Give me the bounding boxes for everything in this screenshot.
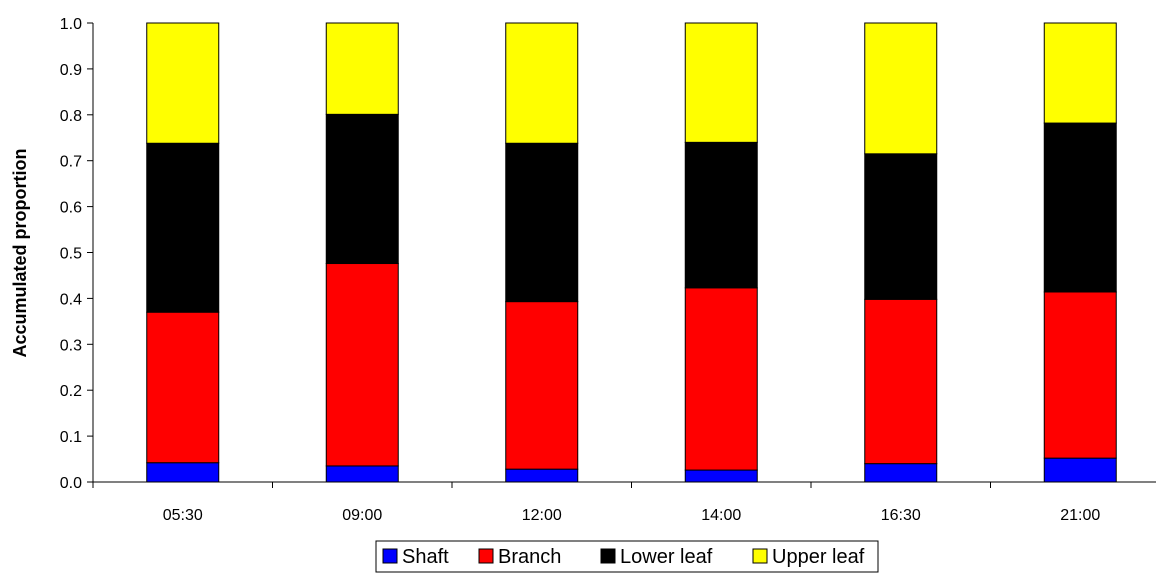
y-tick-label: 0.1 (60, 429, 82, 446)
legend-label: Shaft (402, 546, 449, 568)
x-tick-label: 21:00 (1060, 507, 1100, 524)
bar-segment-branch (684, 287, 758, 471)
legend-swatch (752, 548, 768, 564)
legend-swatch (382, 548, 398, 564)
legend-swatch (600, 548, 616, 564)
bar-segment-shaft (864, 463, 938, 483)
y-tick-label: 0.6 (60, 200, 82, 217)
y-tick-label: 0.7 (60, 154, 82, 171)
x-axis: 05:30 09:00 12:00 14:00 16:30 21:00 (92, 481, 1156, 524)
bar-segment-branch (505, 301, 579, 470)
y-axis-title: Accumulated proportion (10, 148, 30, 357)
y-tick-label: 0.5 (60, 246, 82, 263)
legend-swatch (478, 548, 494, 564)
bar-segment-upper-leaf (505, 22, 579, 144)
bar-segment-shaft (1043, 457, 1117, 483)
legend-label: Branch (498, 546, 561, 568)
bar-segment-branch (325, 263, 399, 467)
legend-label: Lower leaf (620, 546, 713, 568)
bar-segment-branch (146, 311, 220, 464)
bar-segment-shaft (146, 462, 220, 483)
bar-segment-upper-leaf (146, 22, 220, 144)
y-tick-label: 0.0 (60, 475, 82, 492)
bar-segment-upper-leaf (325, 22, 399, 115)
bar-segment-lower-leaf (325, 113, 399, 265)
bar-segment-lower-leaf (684, 141, 758, 289)
x-tick-label: 14:00 (701, 507, 741, 524)
bar-segment-shaft (325, 465, 399, 483)
bar-segment-lower-leaf (864, 153, 938, 300)
legend-label: Upper leaf (772, 546, 865, 568)
x-tick-label: 16:30 (881, 507, 921, 524)
y-tick-label: 1.0 (60, 16, 82, 33)
bar-segment-branch (864, 298, 938, 465)
bar-segment-lower-leaf (146, 142, 220, 313)
y-tick-label: 0.8 (60, 108, 82, 125)
x-tick-label: 05:30 (163, 507, 203, 524)
y-tick-label: 0.4 (60, 291, 82, 308)
legend-box (375, 540, 879, 573)
bars (146, 22, 1117, 483)
bar-segment-upper-leaf (1043, 22, 1117, 124)
y-axis: 0.0 0.1 0.2 0.3 0.4 0.5 0.6 0.7 0.8 0.9 1.0 (60, 16, 94, 492)
bar-segment-branch (1043, 291, 1117, 459)
bar-segment-shaft (684, 469, 758, 483)
legend: Shaft Branch Lower leaf Upper leaf (375, 540, 879, 573)
bar-segment-shaft (505, 468, 579, 483)
bar-segment-upper-leaf (684, 22, 758, 143)
bar-segment-lower-leaf (1043, 122, 1117, 293)
y-tick-label: 0.2 (60, 383, 82, 400)
bar-segment-lower-leaf (505, 142, 579, 303)
x-tick-label: 09:00 (342, 507, 382, 524)
y-tick-label: 0.3 (60, 337, 82, 354)
y-tick-label: 0.9 (60, 62, 82, 79)
x-tick-label: 12:00 (522, 507, 562, 524)
bar-segment-upper-leaf (864, 22, 938, 155)
